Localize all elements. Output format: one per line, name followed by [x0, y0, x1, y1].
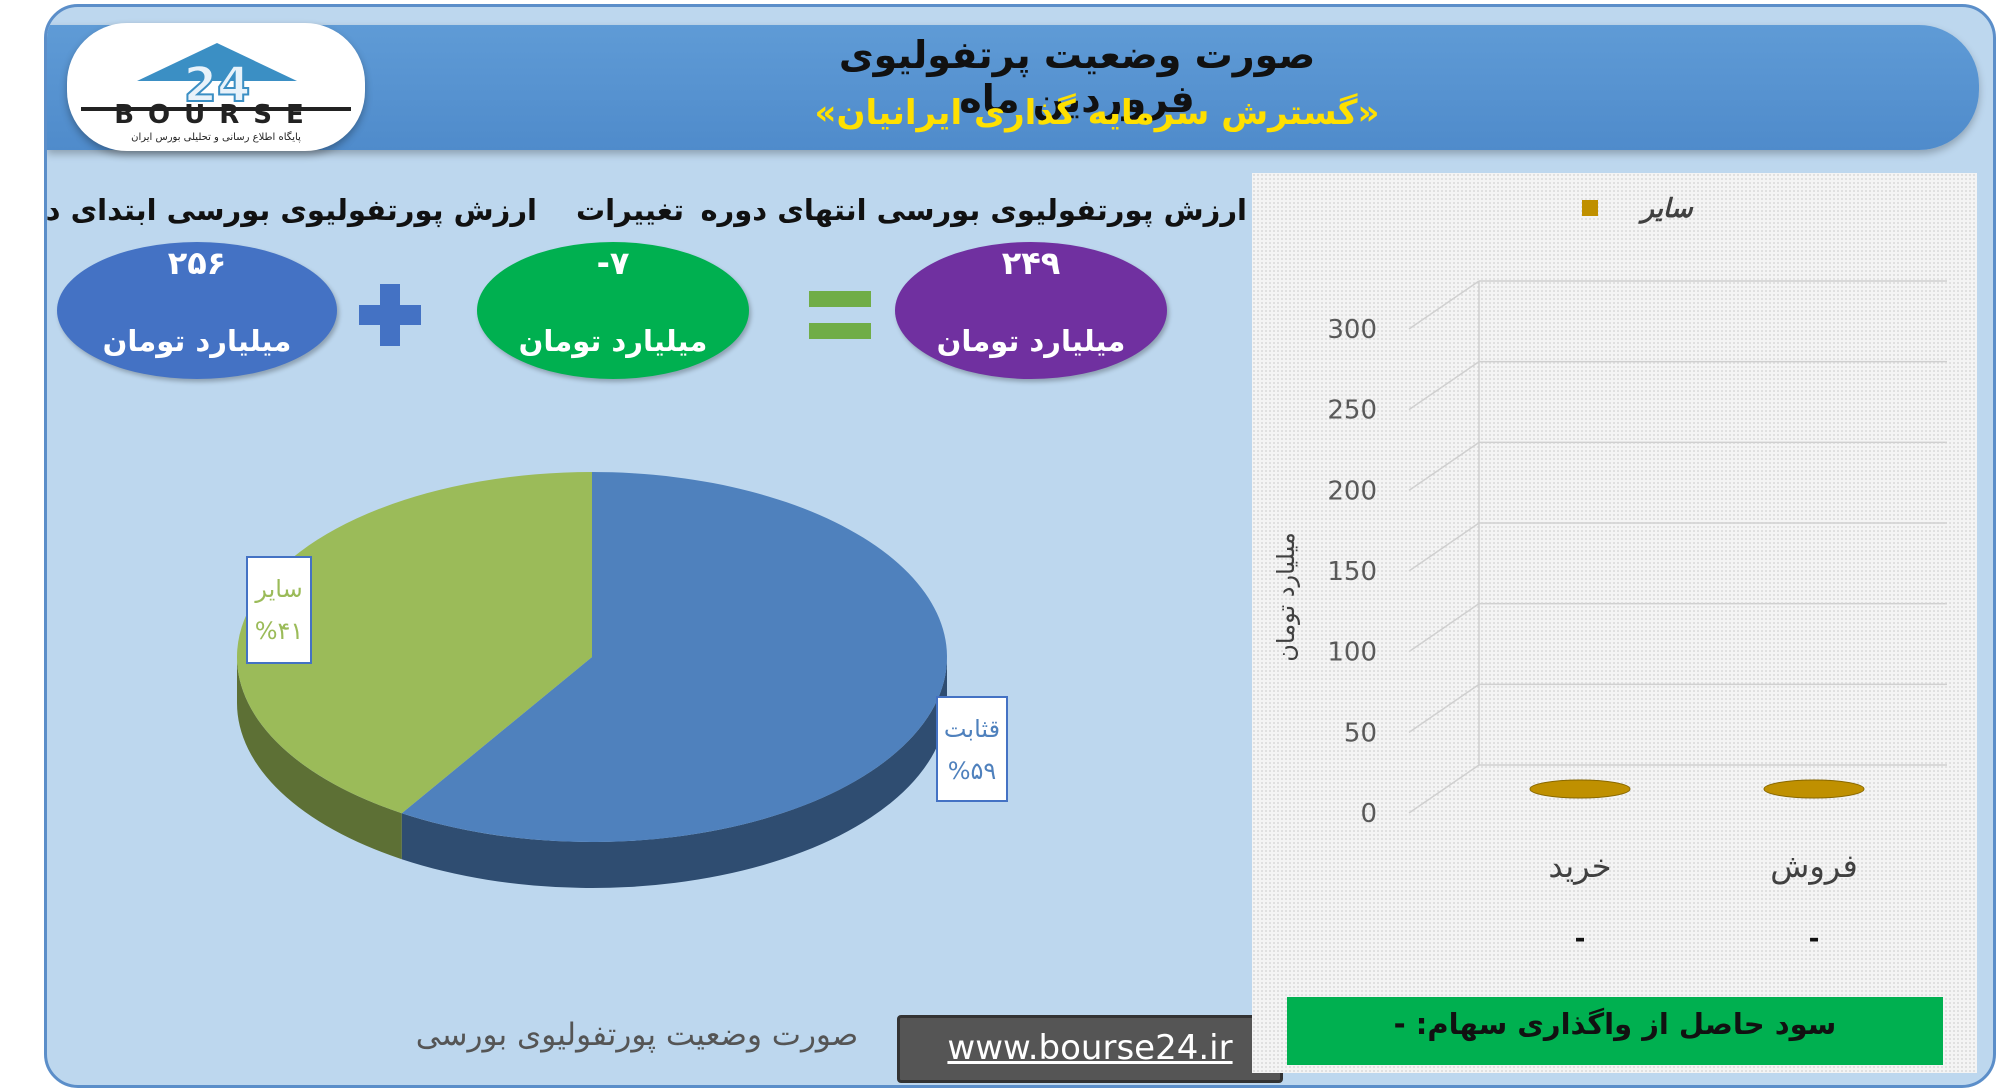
- end-unit: میلیارد تومان: [936, 324, 1126, 358]
- logo-wordmark: BOURSE: [114, 100, 318, 130]
- end-value: ۲۴۹: [1001, 244, 1061, 282]
- pie-caption: صورت وضعیت پورتفولیوی بورسی: [415, 1017, 859, 1053]
- gridline-depth-4: [1408, 441, 1480, 491]
- bar-0: [1763, 779, 1865, 799]
- change-unit: میلیارد تومان: [518, 324, 708, 358]
- plus-icon: [359, 284, 421, 346]
- change-oval: -۷ میلیارد تومان: [477, 242, 749, 379]
- pie-side-0: [401, 657, 947, 888]
- logo-number: 24: [184, 57, 251, 113]
- pie-label-1: سایر: [254, 575, 302, 603]
- pie-label-box-1: [246, 556, 312, 664]
- legend-label: سایر: [1637, 194, 1694, 224]
- header-band: [47, 25, 1979, 150]
- pie-label-box-0: [936, 696, 1008, 802]
- pie-slice-1: [237, 472, 592, 814]
- y-tick-2: 100: [1327, 638, 1377, 668]
- y-tick-0: 0: [1360, 799, 1377, 829]
- category-label-1: خرید: [1548, 847, 1611, 885]
- y-axis-label: میلیارد تومان: [1272, 532, 1300, 661]
- gridline-depth-6: [1408, 280, 1480, 330]
- logo-graphic: 24 BOURSE پایگاه اطلاع رسانی و تحلیلی بو…: [81, 43, 351, 143]
- pie-percent-0: %۵۹: [948, 757, 997, 785]
- trade-bar-chart: سایر 0 50 100 150 200 250 300 میلیارد تومان فروش -…: [1272, 194, 1947, 954]
- pie-percent-1: %۴۱: [255, 617, 304, 645]
- y-tick-3: 150: [1327, 557, 1377, 587]
- y-tick-1: 50: [1344, 718, 1377, 748]
- change-value: -۷: [596, 244, 630, 282]
- y-tick-4: 200: [1327, 476, 1377, 506]
- start-unit: میلیارد تومان: [102, 324, 292, 358]
- end-value-label: ارزش پورتفولیوی بورسی انتهای دوره: [700, 193, 1247, 227]
- gridline-depth-0: [1408, 764, 1480, 814]
- start-value: ۲۵۶: [167, 244, 227, 282]
- bar-chart-panel: [1252, 173, 1977, 1073]
- category-label-0: فروش: [1770, 847, 1857, 885]
- pie-slice-0: [401, 472, 947, 842]
- gridline-depth-1: [1408, 683, 1480, 733]
- page-title: صورت وضعیت پرتفولیوی فروردین ماه: [838, 33, 1316, 121]
- equals-icon: [809, 291, 871, 339]
- y-tick-6: 300: [1327, 315, 1377, 345]
- logo-tagline: پایگاه اطلاع رسانی و تحلیلی بورس ایران: [131, 131, 301, 143]
- bourse24-logo[interactable]: 24 BOURSE پایگاه اطلاع رسانی و تحلیلی بو…: [67, 23, 365, 151]
- profit-text: سود حاصل از واگذاری سهام: -: [1393, 1007, 1837, 1041]
- profit-box: سود حاصل از واگذاری سهام: -: [1287, 997, 1943, 1065]
- y-tick-5: 250: [1327, 396, 1377, 426]
- dashboard-frame: صورت وضعیت پرتفولیوی فروردین ماه «گسترش …: [44, 4, 1996, 1088]
- start-value-oval: ۲۵۶ میلیارد تومان: [57, 242, 337, 379]
- gridline-depth-5: [1408, 361, 1480, 411]
- gridline-depth-3: [1408, 522, 1480, 572]
- change-label: تغییرات: [575, 193, 685, 227]
- bar-value-label-0: -: [1809, 924, 1820, 954]
- website-link-box[interactable]: www.bourse24.ir: [897, 1015, 1283, 1083]
- gridline-depth-2: [1408, 603, 1480, 653]
- end-value-oval: ۲۴۹ میلیارد تومان: [895, 242, 1167, 379]
- pie-label-0: قثابت: [944, 715, 1000, 743]
- bar-1: [1529, 779, 1631, 799]
- page-subtitle: «گسترش سرمایه گذاری ایرانیان»: [814, 93, 1380, 133]
- pie-side-1: [237, 657, 402, 860]
- start-value-label: ارزش پورتفولیوی بورسی ابتدای دوره: [44, 193, 537, 227]
- legend-swatch: [1582, 200, 1598, 216]
- bar-value-label-1: -: [1575, 924, 1586, 954]
- website-link[interactable]: www.bourse24.ir: [947, 1028, 1233, 1068]
- portfolio-pie-chart: قثابت %۵۹ سایر %۴۱: [237, 472, 1008, 888]
